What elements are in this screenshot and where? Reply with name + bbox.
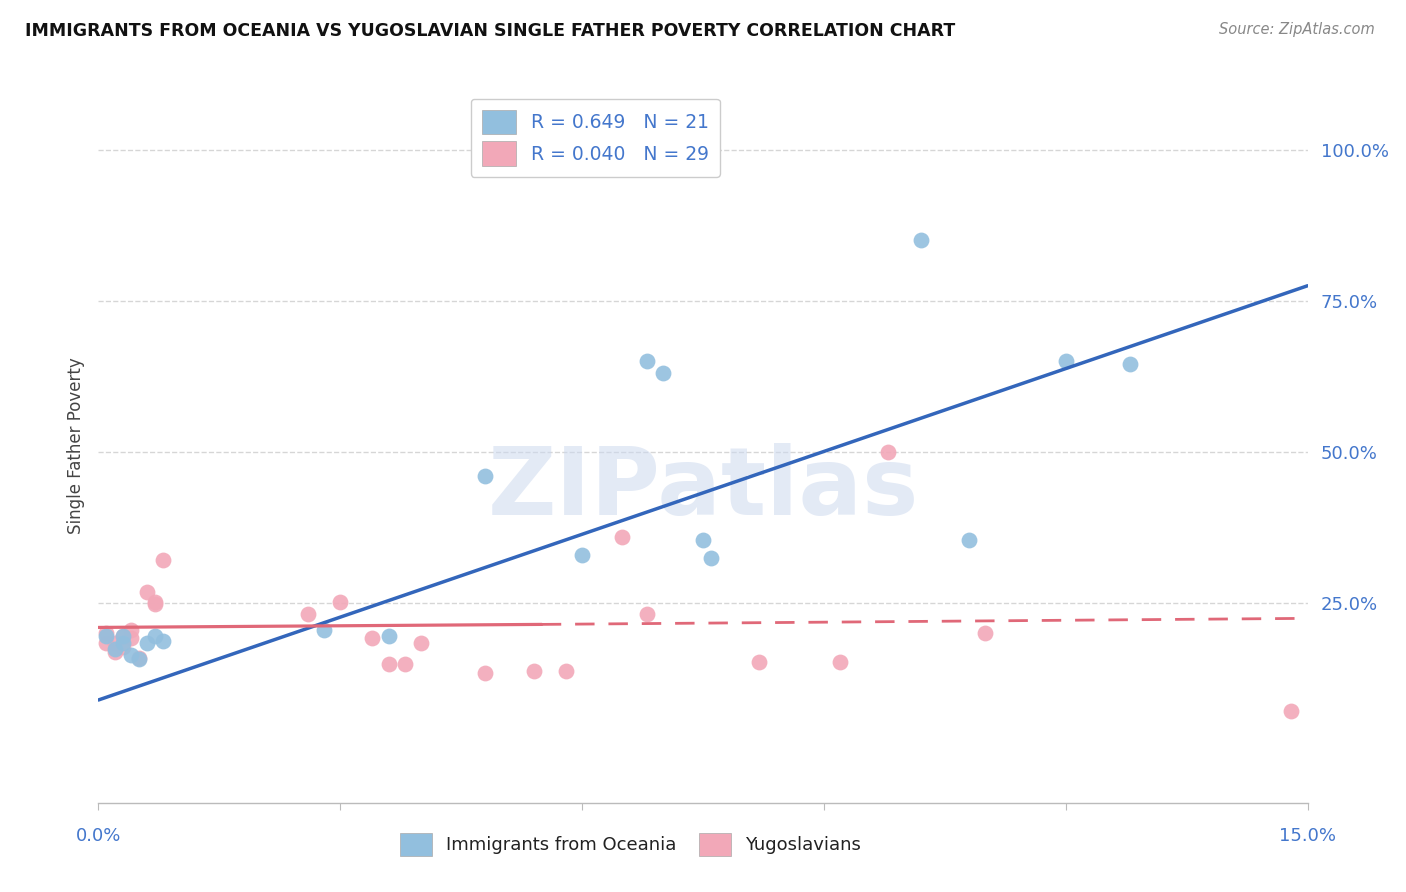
Point xyxy=(143,630,166,644)
Point xyxy=(329,595,352,609)
Point xyxy=(111,630,134,644)
Point xyxy=(135,635,157,649)
Text: 15.0%: 15.0% xyxy=(1279,827,1336,845)
Point xyxy=(120,624,142,638)
Text: ZIPatlas: ZIPatlas xyxy=(488,442,918,535)
Point xyxy=(700,550,723,565)
Point xyxy=(96,626,118,640)
Point xyxy=(143,598,166,612)
Point xyxy=(143,595,166,609)
Point xyxy=(474,469,496,483)
Point xyxy=(1119,357,1142,371)
Text: IMMIGRANTS FROM OCEANIA VS YUGOSLAVIAN SINGLE FATHER POVERTY CORRELATION CHART: IMMIGRANTS FROM OCEANIA VS YUGOSLAVIAN S… xyxy=(25,22,956,40)
Text: 0.0%: 0.0% xyxy=(76,827,121,845)
Y-axis label: Single Father Poverty: Single Father Poverty xyxy=(66,358,84,534)
Point xyxy=(96,630,118,644)
Point xyxy=(636,354,658,368)
Point xyxy=(394,657,416,671)
Point xyxy=(474,665,496,680)
Legend: Immigrants from Oceania, Yugoslavians: Immigrants from Oceania, Yugoslavians xyxy=(391,824,870,865)
Point xyxy=(636,607,658,621)
Point xyxy=(103,635,125,649)
Point xyxy=(152,552,174,566)
Point xyxy=(409,635,432,649)
Point xyxy=(111,630,134,644)
Point xyxy=(377,657,399,671)
Point xyxy=(523,664,546,678)
Point xyxy=(571,548,593,562)
Point xyxy=(103,641,125,656)
Point xyxy=(974,626,997,640)
Point xyxy=(361,632,384,646)
Text: Source: ZipAtlas.com: Source: ZipAtlas.com xyxy=(1219,22,1375,37)
Point xyxy=(120,648,142,662)
Point xyxy=(1054,354,1077,368)
Point xyxy=(135,585,157,599)
Point xyxy=(748,656,770,670)
Point xyxy=(651,367,673,381)
Point xyxy=(910,233,932,247)
Point xyxy=(96,635,118,649)
Point xyxy=(128,650,150,665)
Point xyxy=(612,530,634,544)
Point xyxy=(1281,704,1303,718)
Point xyxy=(555,664,578,678)
Point xyxy=(692,533,714,547)
Point xyxy=(297,607,319,621)
Point xyxy=(377,630,399,644)
Point xyxy=(111,640,134,654)
Point xyxy=(314,624,336,638)
Point xyxy=(111,635,134,649)
Point xyxy=(128,652,150,666)
Point xyxy=(152,633,174,648)
Point xyxy=(120,632,142,646)
Point xyxy=(103,645,125,659)
Point xyxy=(957,533,980,547)
Point xyxy=(877,445,900,459)
Point xyxy=(828,656,851,670)
